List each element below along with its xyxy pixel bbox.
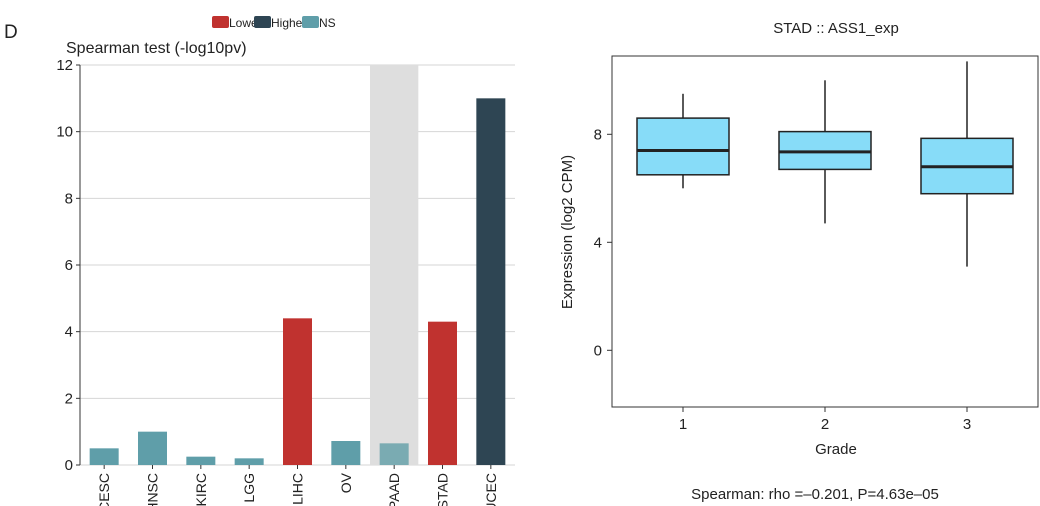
box-chart-title: STAD :: ASS1_exp [773, 20, 899, 37]
y-tick-label: 12 [56, 57, 73, 74]
y-tick-label: 10 [56, 124, 73, 141]
legend-swatch-lower [212, 16, 229, 28]
box-iqr [636, 117, 730, 176]
box-grade-2 [778, 80, 872, 224]
box-x-tick-label-1: 1 [679, 416, 687, 433]
legend-label-ns: NS [319, 16, 336, 30]
y-tick-label: 2 [65, 390, 73, 407]
bar-highlight [370, 65, 419, 465]
bar-lihc [283, 318, 312, 465]
box-x-tick-label-3: 3 [963, 416, 971, 433]
bar-chart-title: Spearman test (-log10pv) [66, 40, 247, 57]
box-x-tick-label-2: 2 [821, 416, 829, 433]
box-x-axis-label: Grade [815, 441, 857, 458]
box-caption: Spearman: rho =–0.201, P=4.63e–05 [691, 486, 939, 503]
x-tick-label-cesc: CESC [96, 473, 112, 506]
legend-swatch-ns [302, 16, 319, 28]
bar-chart: Lower Higher NS Spearman test (-log10pv) 0… [56, 16, 515, 506]
y-tick-label: 8 [65, 190, 73, 207]
y-tick-label: 4 [65, 324, 73, 341]
box-grade-1 [636, 93, 730, 189]
x-tick-label-kirc: KIRC [193, 473, 209, 506]
bar-paad [379, 443, 409, 465]
bar-kirc [186, 456, 216, 465]
x-tick-label-lgg: LGG [241, 473, 257, 503]
y-tick-label: 6 [65, 257, 73, 274]
x-tick-label-lihc: LIHC [290, 473, 306, 505]
bar-legend: Lower Higher NS [212, 16, 336, 30]
bar-bars [89, 98, 506, 465]
bar-axes: 0 2 4 6 8 10 12 CESC HNSC KIRC LGG LIHC OV PAAD STAD UC… [56, 57, 499, 506]
bar-lgg [234, 458, 264, 465]
bar-ucec [476, 98, 506, 465]
legend-swatch-higher [254, 16, 271, 28]
box-y-tick-label: 8 [594, 126, 602, 143]
box-y-tick-label: 4 [594, 234, 602, 251]
highlight-column-paad [370, 65, 419, 465]
box-grade-3 [920, 61, 1014, 267]
bar-cesc [89, 448, 119, 465]
y-tick-label: 0 [65, 457, 73, 474]
legend-label-higher: Higher [271, 16, 306, 30]
legend-label-lower: Lower [229, 16, 262, 30]
x-tick-label-ov: OV [338, 472, 354, 493]
panel-label: D [4, 22, 18, 43]
box-y-tick-label: 0 [594, 342, 602, 359]
x-tick-label-hnsc: HNSC [145, 473, 161, 506]
bar-ov [331, 441, 361, 465]
x-tick-label-stad: STAD [435, 473, 451, 506]
bar-stad [428, 321, 457, 465]
x-tick-label-paad: PAAD [386, 473, 402, 506]
box-items [636, 61, 1014, 267]
bar-hnsc [138, 431, 167, 465]
box-y-axis-label: Expression (log2 CPM) [559, 155, 576, 309]
x-tick-label-ucec: UCEC [483, 473, 499, 506]
